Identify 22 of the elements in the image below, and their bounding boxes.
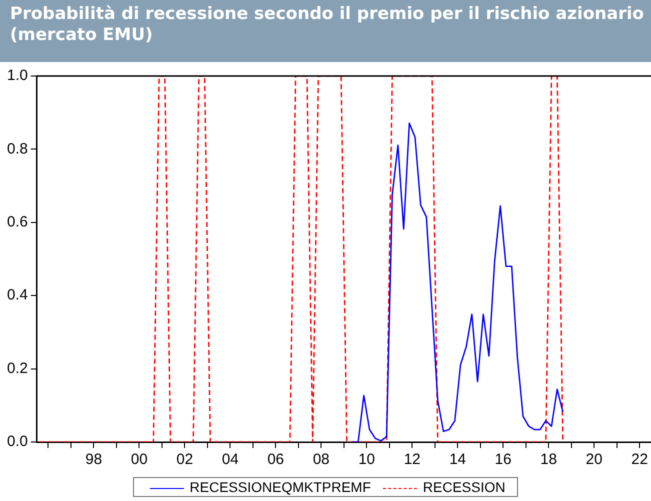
y-tick-label: 1.0 (6, 67, 28, 84)
x-tick-label: 20 (586, 451, 602, 468)
x-tick-label: 12 (404, 451, 421, 468)
y-tick-label: 0.6 (6, 214, 28, 231)
legend-label: RECESSION (422, 479, 506, 495)
x-tick-label: 08 (312, 451, 330, 468)
y-tick-label: 0.8 (6, 140, 28, 158)
x-tick-label: 06 (267, 451, 284, 468)
x-tick-label: 98 (85, 451, 102, 468)
x-tick-label: 18 (540, 451, 557, 468)
x-tick-label: 10 (358, 451, 376, 468)
y-tick-label: 0.0 (6, 433, 28, 450)
y-tick-label: 0.4 (6, 286, 28, 304)
x-tick-label: 14 (449, 451, 466, 468)
x-tick-label: 22 (631, 451, 648, 468)
x-tick-label: 16 (494, 451, 512, 468)
x-tick-label: 02 (176, 451, 194, 468)
y-tick-label: 0.2 (6, 360, 28, 377)
x-tick-label: 04 (222, 451, 239, 468)
chart-title: Probabilità di recessione secondo il premio per il rischio azionario (mercato EMU) (0, 0, 651, 62)
legend-label: RECESSIONEQMKTPREMF (190, 479, 371, 495)
x-tick-label: 00 (130, 451, 148, 468)
